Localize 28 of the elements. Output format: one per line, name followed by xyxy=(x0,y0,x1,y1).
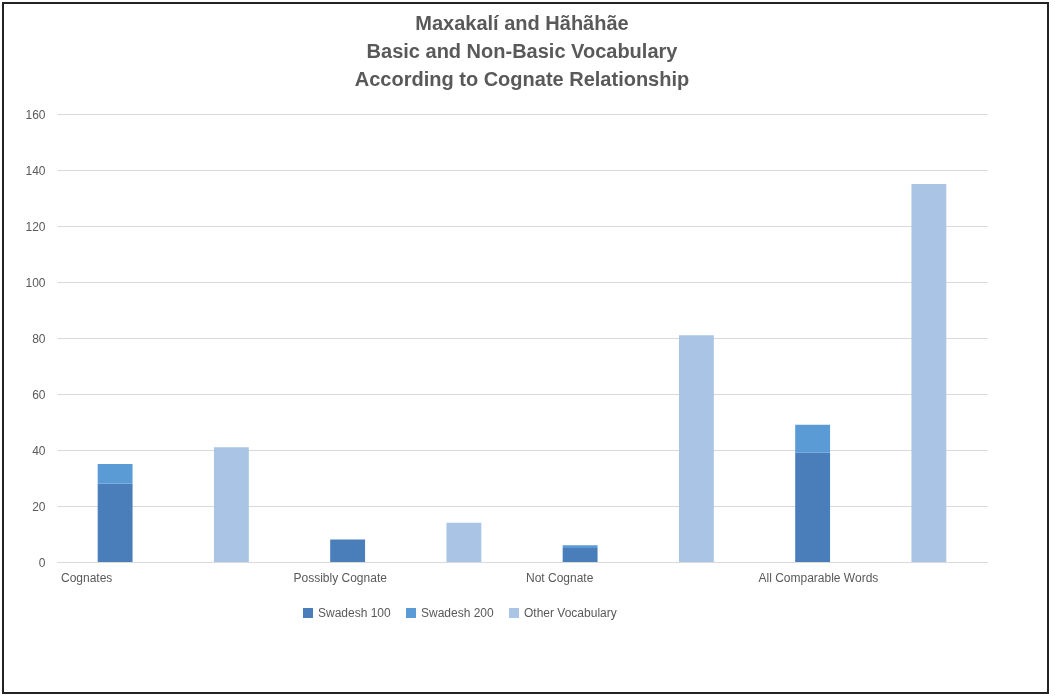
y-tick-label: 0 xyxy=(38,555,46,570)
legend-label: Swadesh 100 xyxy=(318,606,392,620)
x-tick-label: All Comparable Words xyxy=(758,570,879,585)
bar xyxy=(911,184,947,562)
x-tick-label: Not Cognate xyxy=(526,570,594,585)
y-tick-label: 100 xyxy=(25,275,46,290)
y-tick-label: 120 xyxy=(25,219,46,234)
y-tick-label: 160 xyxy=(25,107,46,122)
y-tick-label: 20 xyxy=(32,499,46,514)
bar xyxy=(446,522,482,562)
x-tick-label: Cognates xyxy=(61,570,113,585)
legend-label: Other Vocabulary xyxy=(524,606,617,620)
bar xyxy=(795,452,831,562)
bar xyxy=(213,447,249,562)
bar xyxy=(97,483,133,562)
bar xyxy=(562,548,598,562)
y-tick-label: 140 xyxy=(25,163,46,178)
y-tick-label: 60 xyxy=(32,387,46,402)
bar xyxy=(562,545,598,548)
bar xyxy=(97,464,133,484)
bar xyxy=(678,335,714,562)
x-tick-label: Possibly Cognate xyxy=(293,570,388,585)
y-tick-label: 40 xyxy=(32,443,46,458)
y-tick-label: 80 xyxy=(32,331,46,346)
bar xyxy=(795,424,831,453)
bar xyxy=(330,539,366,562)
chart-title: Maxakalí and Hãhãhãe Basic and Non-Basic Vocabulary According to Cognate Relationship xyxy=(354,12,690,90)
legend-label: Swadesh 200 xyxy=(421,606,495,620)
